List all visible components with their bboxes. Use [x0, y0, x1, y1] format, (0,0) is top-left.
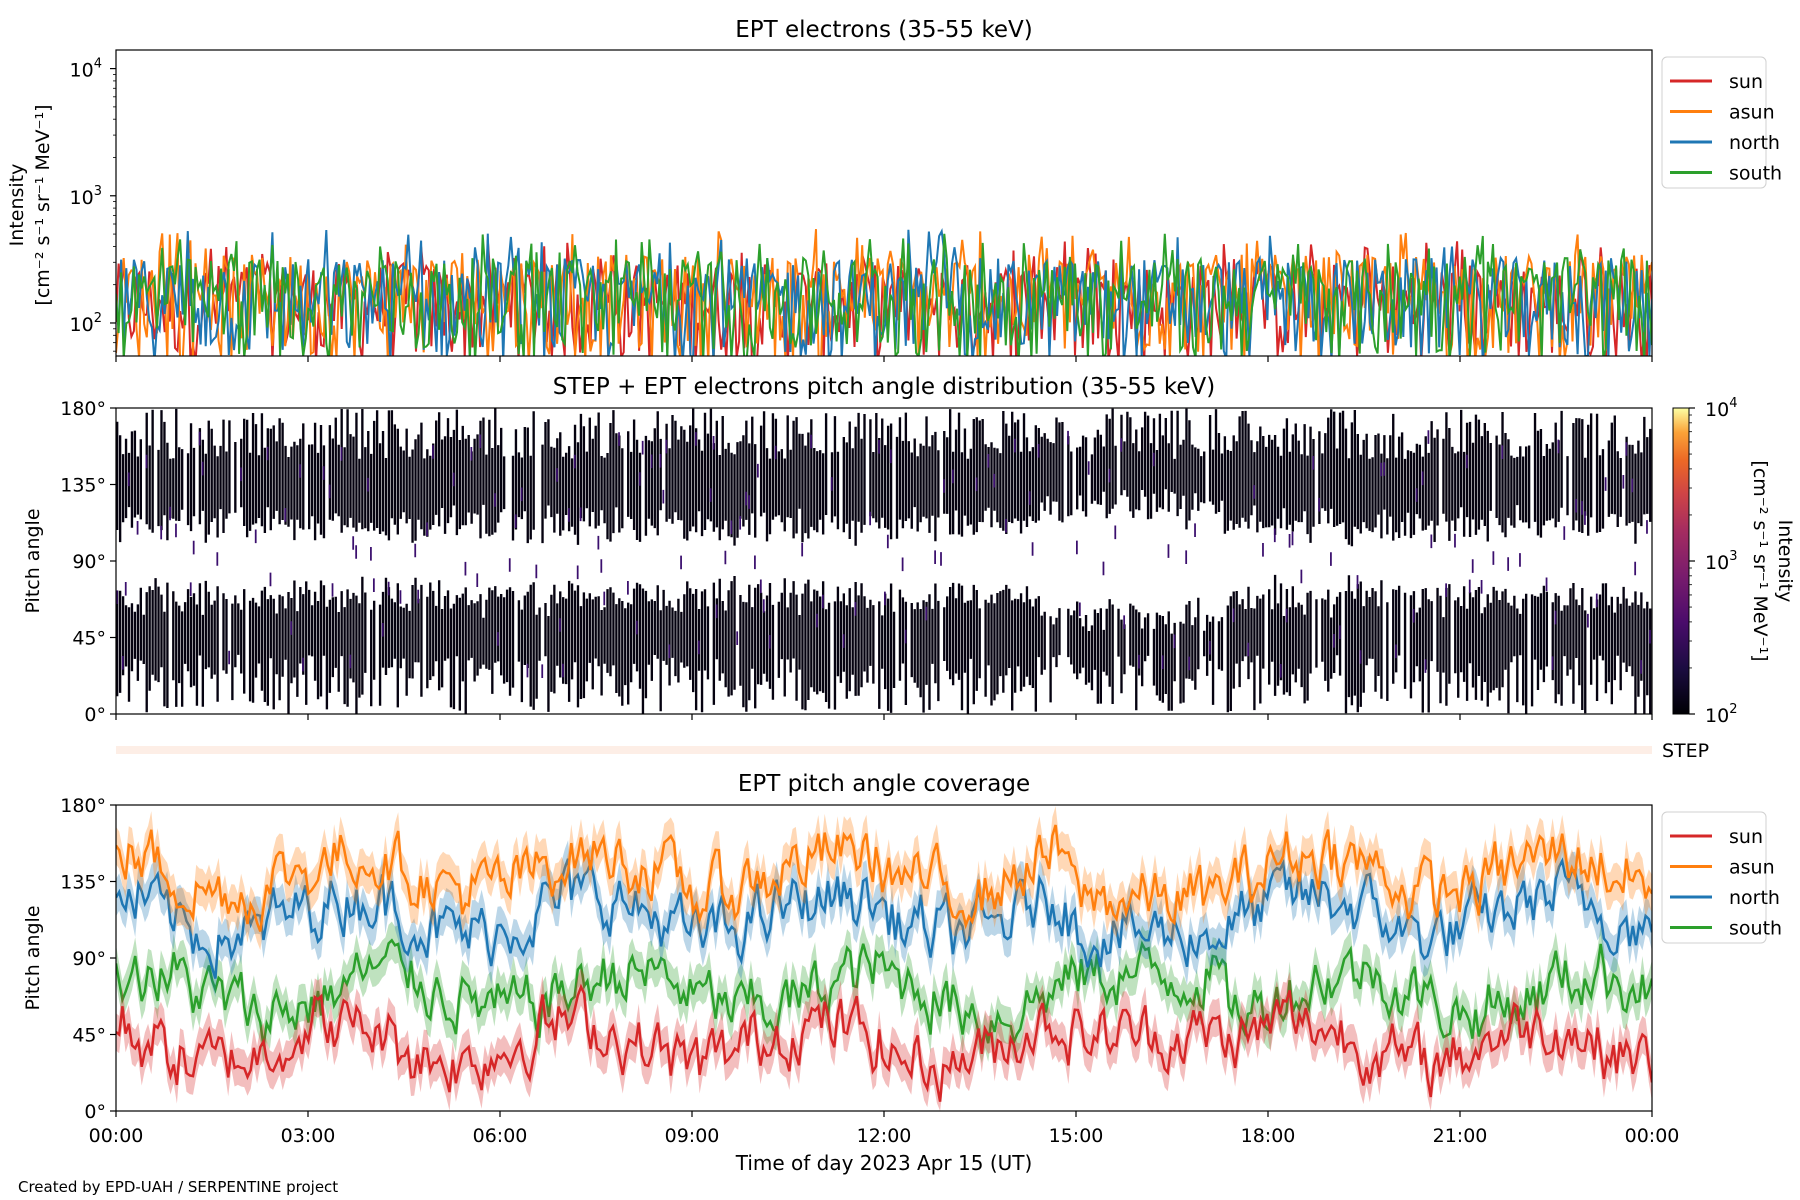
intensity-panel-title: EPT electrons (35-55 keV)	[735, 17, 1032, 43]
y-tick-label: 45°	[72, 628, 106, 650]
legend-label-north: north	[1729, 132, 1780, 154]
legend-label-south: south	[1729, 163, 1782, 185]
colorbar-label-line2: [cm⁻² s⁻¹ sr⁻¹ MeV⁻¹]	[1749, 460, 1771, 661]
intensity-legend: sun asun north south	[1661, 56, 1782, 189]
coverage-band-asun	[116, 806, 1652, 951]
legend-label-sun: sun	[1729, 826, 1763, 848]
pad-y-ticks: 0° 45° 90° 135° 180°	[60, 398, 116, 726]
colorbar: 102 103 104 Intensity[cm⁻² s⁻¹ sr⁻¹ MeV⁻¹]	[1672, 396, 1796, 727]
x-axis-label: Time of day 2023 Apr 15 (UT)	[735, 1151, 1033, 1175]
pad-panel-title: STEP + EPT electrons pitch angle distrib…	[553, 374, 1215, 400]
coverage-line-north	[116, 857, 1652, 979]
colorbar-gradient	[1672, 407, 1690, 715]
y-tick-label: 135°	[60, 475, 106, 497]
y-tick-label: 180°	[60, 795, 106, 817]
pitch-angle-coverage-panel: EPT pitch angle coverage 0° 45° 90° 135° 180…	[22, 356, 1782, 1175]
step-strip-label: STEP	[1662, 740, 1709, 762]
x-tick-label: 03:00	[281, 1125, 336, 1147]
x-tick-label: 18:00	[1241, 1125, 1296, 1147]
pad-heatmap-cells	[116, 408, 1652, 714]
x-tick-label: 00:00	[89, 1125, 144, 1147]
coverage-line-asun	[116, 824, 1652, 932]
legend-label-south: south	[1729, 918, 1782, 940]
y-tick-label: 0°	[84, 1101, 106, 1123]
coverage-band-sun	[116, 968, 1652, 1111]
intensity-ylabel-line2: [cm⁻² s⁻¹ sr⁻¹ MeV⁻¹]	[32, 104, 54, 305]
legend-label-asun: asun	[1729, 857, 1775, 879]
step-strip	[116, 746, 1652, 754]
y-tick-label: 102	[70, 311, 102, 336]
x-tick-label: 06:00	[473, 1125, 528, 1147]
x-axis-ticks: 00:00 03:00 06:00 09:00 12:00 15:00 18:00 21:00…	[89, 356, 1680, 1147]
pad-ylabel: Pitch angle	[22, 508, 44, 613]
x-tick-label: 00:00	[1625, 1125, 1680, 1147]
coverage-ylabel: Pitch angle	[22, 905, 44, 1010]
coverage-band-north	[116, 840, 1652, 998]
y-tick-label: 90°	[72, 948, 106, 970]
y-tick-label: 90°	[72, 551, 106, 573]
coverage-legend: sun asun north south	[1661, 811, 1782, 944]
colorbar-label-line1: Intensity	[1774, 520, 1796, 603]
y-tick-label: 103	[70, 184, 102, 209]
x-tick-label: 21:00	[1433, 1125, 1488, 1147]
legend-box	[1661, 811, 1767, 944]
y-tick-label: 135°	[60, 872, 106, 894]
footer-credit: Created by EPD-UAH / SERPENTINE project	[18, 1178, 339, 1196]
intensity-ylabel-line1: Intensity	[6, 164, 28, 247]
legend-box	[1661, 56, 1767, 189]
colorbar-tick-label: 102	[1705, 702, 1737, 727]
pitch-angle-distribution-panel: STEP + EPT electrons pitch angle distrib…	[22, 374, 1796, 762]
coverage-line-sun	[116, 983, 1652, 1102]
coverage-line-south	[116, 938, 1652, 1047]
coverage-panel-title: EPT pitch angle coverage	[738, 771, 1030, 797]
x-tick-label: 09:00	[665, 1125, 720, 1147]
coverage-y-ticks: 0° 45° 90° 135° 180°	[60, 795, 116, 1123]
legend-label-sun: sun	[1729, 71, 1763, 93]
y-tick-label: 0°	[84, 704, 106, 726]
y-tick-label: 180°	[60, 398, 106, 420]
legend-label-north: north	[1729, 887, 1780, 909]
y-tick-label: 45°	[72, 1025, 106, 1047]
intensity-panel: EPT electrons (35-55 keV) 102 103 104 Inte…	[6, 17, 1782, 357]
x-tick-label: 15:00	[1049, 1125, 1104, 1147]
legend-label-asun: asun	[1729, 102, 1775, 124]
series-line-south	[116, 233, 1652, 356]
x-tick-label: 12:00	[857, 1125, 912, 1147]
colorbar-tick-label: 104	[1705, 396, 1737, 421]
y-tick-label: 104	[70, 57, 102, 82]
intensity-y-ticks: 102 103 104	[70, 57, 116, 352]
colorbar-tick-label: 103	[1705, 549, 1737, 574]
